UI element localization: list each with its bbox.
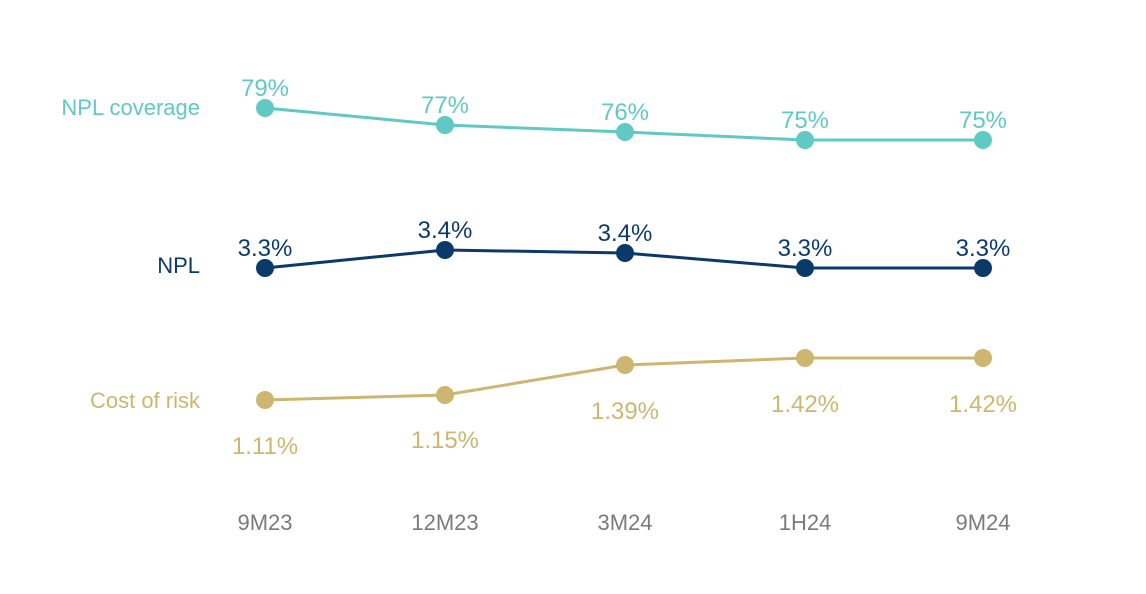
- value-label-npl: 3.4%: [598, 220, 653, 248]
- chart-plot: [0, 0, 1146, 594]
- value-label-cost_of_risk: 1.11%: [232, 433, 298, 461]
- value-label-cost_of_risk: 1.42%: [949, 391, 1017, 419]
- series-marker-cost_of_risk: [256, 391, 274, 409]
- value-label-cost_of_risk: 1.39%: [591, 398, 659, 426]
- x-axis-label: 9M24: [955, 510, 1010, 536]
- value-label-npl_coverage: 75%: [781, 107, 829, 135]
- series-marker-cost_of_risk: [796, 349, 814, 367]
- value-label-npl_coverage: 79%: [241, 75, 289, 103]
- value-label-npl: 3.3%: [238, 235, 293, 263]
- series-label-cost_of_risk: Cost of risk: [0, 388, 200, 414]
- series-marker-cost_of_risk: [974, 349, 992, 367]
- value-label-npl_coverage: 76%: [601, 99, 649, 127]
- series-label-npl: NPL: [0, 253, 200, 279]
- x-axis-label: 3M24: [597, 510, 652, 536]
- series-marker-cost_of_risk: [616, 356, 634, 374]
- series-label-npl_coverage: NPL coverage: [0, 95, 200, 121]
- x-axis-label: 1H24: [779, 510, 832, 536]
- value-label-npl: 3.4%: [418, 217, 473, 245]
- series-marker-cost_of_risk: [436, 386, 454, 404]
- x-axis-label: 9M23: [237, 510, 292, 536]
- value-label-npl: 3.3%: [956, 235, 1011, 263]
- value-label-npl_coverage: 77%: [421, 92, 469, 120]
- value-label-cost_of_risk: 1.42%: [771, 391, 839, 419]
- value-label-cost_of_risk: 1.15%: [411, 427, 479, 455]
- value-label-npl_coverage: 75%: [959, 107, 1007, 135]
- value-label-npl: 3.3%: [778, 235, 833, 263]
- chart-container: 9M23 12M23 3M24 1H24 9M24 79% 77% 76% 75% 75% NPL …: [0, 0, 1146, 594]
- x-axis-label: 12M23: [411, 510, 478, 536]
